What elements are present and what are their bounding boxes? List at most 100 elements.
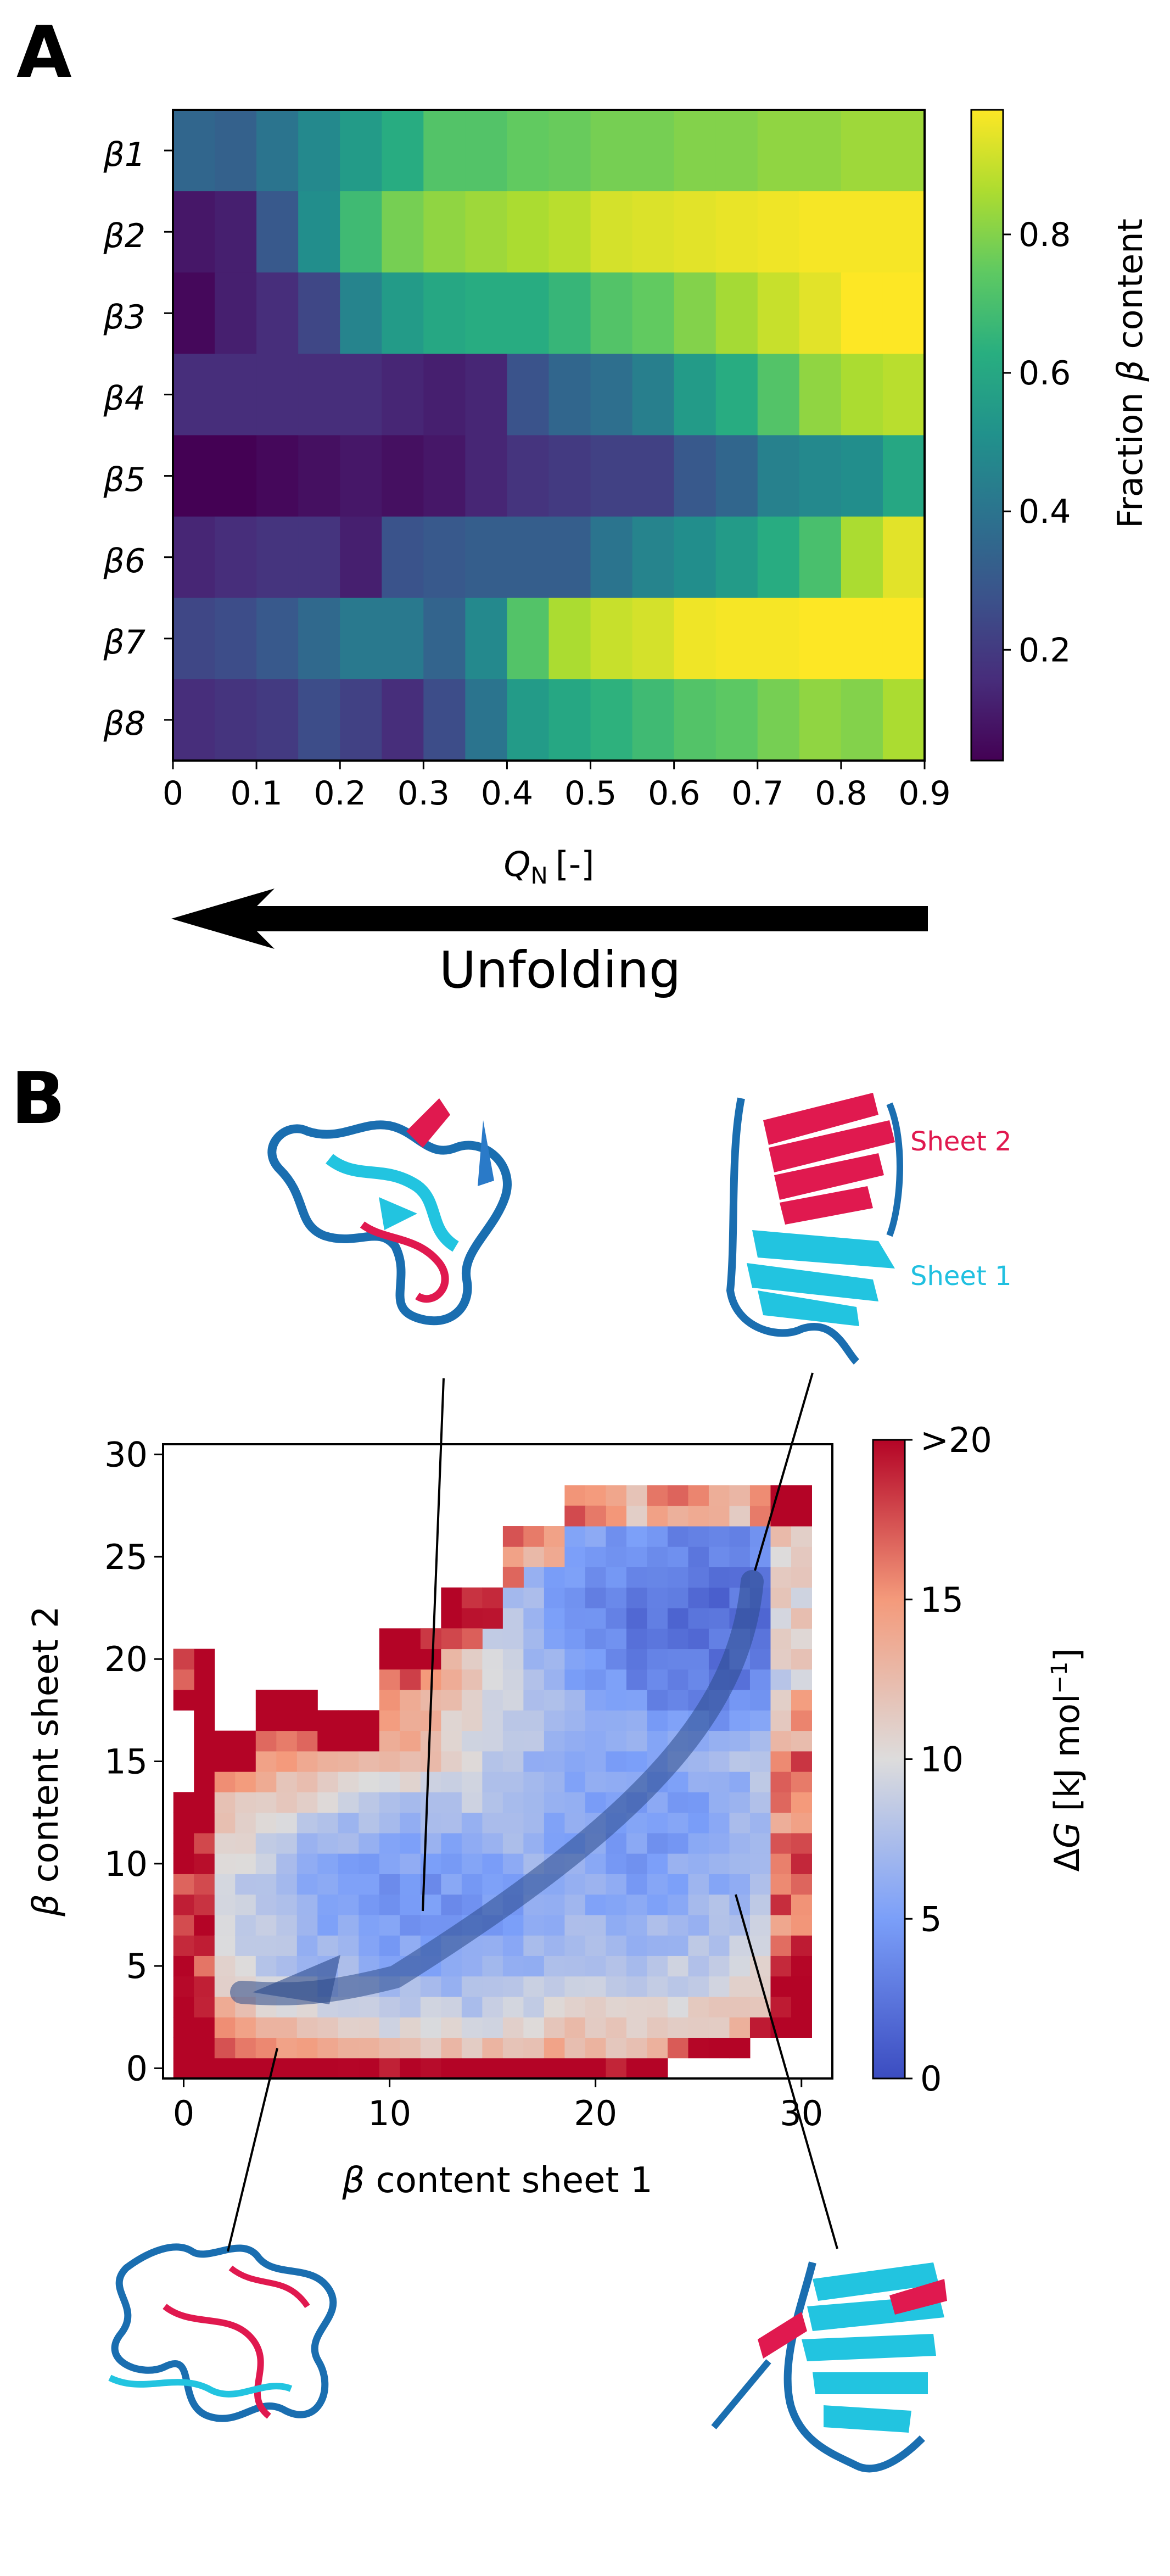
- heatmap-b-cell: [688, 1832, 709, 1854]
- heatmap-b-cell: [441, 1772, 462, 1792]
- panel-a-label: A: [16, 10, 72, 94]
- heatmap-b-cell: [770, 1710, 792, 1731]
- heatmap-b-cell: [461, 1710, 483, 1731]
- heatmap-a-cell: [423, 354, 466, 436]
- heatmap-b-cell: [296, 1710, 318, 1731]
- heatmap-b-cell: [626, 1976, 647, 1997]
- heatmap-b-cell: [626, 2058, 647, 2079]
- heatmap-a-cell: [799, 679, 842, 761]
- heatmap-b-cell: [667, 1792, 688, 1813]
- heatmap-b-cell: [647, 2017, 668, 2038]
- heatmap-b-cell: [173, 1874, 194, 1895]
- heatmap-b-cell: [708, 1853, 730, 1874]
- heatmap-b-cell: [791, 1669, 812, 1690]
- heatmap-b-cell: [688, 1955, 709, 1977]
- tr-sheet1-strand-3: [758, 1290, 859, 1326]
- heatmap-b-cell: [379, 1874, 400, 1895]
- heatmap-b-cell: [749, 1772, 771, 1792]
- heatmap-a-cell: [757, 191, 800, 273]
- heatmap-b-cell: [626, 2017, 647, 2038]
- heatmap-b-cell: [544, 1976, 565, 1997]
- colorbar-a-ticks: 0.2 0.4 0.6 0.8: [1003, 216, 1071, 669]
- heatmap-b-cell: [564, 1751, 586, 1772]
- heatmap-b-cell: [482, 1792, 503, 1813]
- heatmap-b-cell: [276, 1955, 298, 1977]
- colorbar-b-gradient: [873, 1440, 905, 2078]
- heatmap-b-cell: [606, 2058, 627, 2079]
- heatmap-b-cell: [708, 1587, 730, 1608]
- heatmap-b-cell: [482, 1874, 503, 1895]
- heatmap-b-cell: [338, 2037, 359, 2059]
- br-strand-red-2: [758, 2312, 807, 2359]
- heatmap-b-cell: [667, 1649, 688, 1670]
- heatmap-b-cell: [749, 1730, 771, 1752]
- colorbar-a-gradient: [971, 110, 1003, 761]
- heatmap-b-cell: [400, 1710, 421, 1731]
- heatmap-b-cell: [194, 2037, 215, 2059]
- heatmap-b-cell: [173, 1690, 194, 1711]
- heatmap-a-cell: [298, 110, 340, 192]
- protein-structure-bottom-left: [108, 2243, 337, 2422]
- bl-coil-cyan: [108, 2374, 293, 2398]
- heatmap-a-cell: [340, 354, 382, 436]
- x-tick-label-a: 0.2: [314, 774, 366, 813]
- heatmap-b-cell: [359, 1792, 380, 1813]
- heatmap-b-cell: [276, 1812, 298, 1834]
- heatmap-b-cell: [791, 1690, 812, 1711]
- cbar-b-tick-label: >20: [920, 1420, 992, 1460]
- heatmap-b-cell: [523, 1526, 545, 1547]
- heatmap-b-cell: [606, 1772, 627, 1792]
- heatmap-b-cell: [214, 1853, 236, 1874]
- heatmap-b-cell: [585, 1587, 606, 1608]
- heatmap-b-cell: [688, 1792, 709, 1813]
- heatmap-b-cell: [791, 1587, 812, 1608]
- heatmap-b-cell: [585, 1894, 606, 1915]
- heatmap-b-cell: [482, 1955, 503, 1977]
- heatmap-a-cell: [715, 516, 758, 599]
- heatmap-b-cell: [626, 1751, 647, 1772]
- heatmap-b-cell: [688, 1567, 709, 1588]
- heatmap-b-cell: [585, 1955, 606, 1977]
- heatmap-b-cell: [359, 2058, 380, 2079]
- heatmap-b-cell: [544, 1894, 565, 1915]
- heatmap-b-cell: [585, 1730, 606, 1752]
- heatmap-b-cell: [214, 1894, 236, 1915]
- heatmap-b-cell: [585, 1792, 606, 1813]
- heatmap-b-cell: [420, 1751, 441, 1772]
- colorbar-b-label: ΔG [kJ mol−1]: [1047, 1649, 1087, 1872]
- tl-strand-blue: [478, 1120, 494, 1186]
- heatmap-b-cell: [688, 1976, 709, 1997]
- heatmap-b-cell: [626, 1485, 647, 1506]
- heatmap-b-cell: [667, 1955, 688, 1977]
- x-label-unit: [-]: [556, 844, 595, 884]
- heatmap-b-cell: [708, 1751, 730, 1772]
- heatmap-a-cell: [674, 110, 716, 192]
- heatmap-b-cell: [564, 1894, 586, 1915]
- heatmap-b-cell: [502, 1628, 524, 1650]
- heatmap-b-cell: [441, 1894, 462, 1915]
- heatmap-b-cell: [585, 1669, 606, 1690]
- heatmap-b-cell: [338, 1955, 359, 1977]
- row-label-b8: β8: [103, 705, 145, 743]
- heatmap-b-cell: [708, 1894, 730, 1915]
- x-tick-label-a: 0.7: [731, 774, 783, 813]
- heatmap-b-cell: [688, 1935, 709, 1956]
- heatmap-b-cell: [729, 1955, 751, 1977]
- heatmap-a-cell: [799, 191, 842, 273]
- heatmap-b-cell: [667, 1526, 688, 1547]
- y-tick-label-b: 5: [126, 1946, 148, 1986]
- heatmap-b-cell: [482, 1669, 503, 1690]
- y-tick-label-b: 10: [104, 1844, 148, 1884]
- heatmap-b-cell: [420, 1996, 441, 2018]
- heatmap-b-cell: [626, 1628, 647, 1650]
- heatmap-b-cell: [770, 1608, 792, 1629]
- heatmap-b-cell: [502, 1955, 524, 1977]
- heatmap-b-cell: [523, 1792, 545, 1813]
- heatmap-a-cell: [674, 679, 716, 761]
- heatmap-b-cell: [502, 1730, 524, 1752]
- heatmap-b-y-axis-label: β content sheet 2: [26, 1606, 66, 1916]
- heatmap-b-cell: [194, 1996, 215, 2018]
- heatmap-a-cell: [590, 435, 633, 517]
- heatmap-b-cell: [729, 1792, 751, 1813]
- heatmap-b-cell: [235, 1772, 256, 1792]
